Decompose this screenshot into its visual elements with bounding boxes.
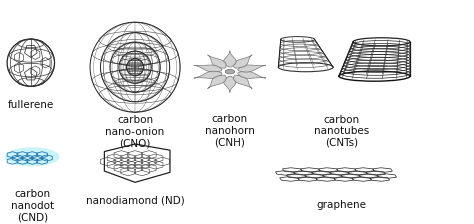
Text: nanodiamond (ND): nanodiamond (ND)	[86, 195, 184, 205]
Polygon shape	[208, 55, 226, 68]
Text: carbon
nanotubes
(CNTs): carbon nanotubes (CNTs)	[314, 115, 369, 148]
Polygon shape	[194, 71, 222, 78]
Text: carbon
nanodot
(CND): carbon nanodot (CND)	[11, 189, 54, 222]
Polygon shape	[208, 75, 226, 88]
Text: fullerene: fullerene	[8, 100, 54, 110]
Ellipse shape	[5, 147, 60, 166]
Text: carbon
nano-onion
(CNO): carbon nano-onion (CNO)	[105, 115, 164, 149]
Polygon shape	[224, 76, 236, 93]
Polygon shape	[234, 55, 252, 68]
Text: graphene: graphene	[316, 200, 366, 211]
Text: carbon
nanohorn
(CNH): carbon nanohorn (CNH)	[205, 114, 255, 147]
Polygon shape	[224, 51, 236, 67]
Polygon shape	[237, 71, 266, 78]
Polygon shape	[194, 65, 222, 72]
Circle shape	[225, 69, 235, 74]
Polygon shape	[237, 65, 266, 72]
Polygon shape	[234, 75, 252, 88]
